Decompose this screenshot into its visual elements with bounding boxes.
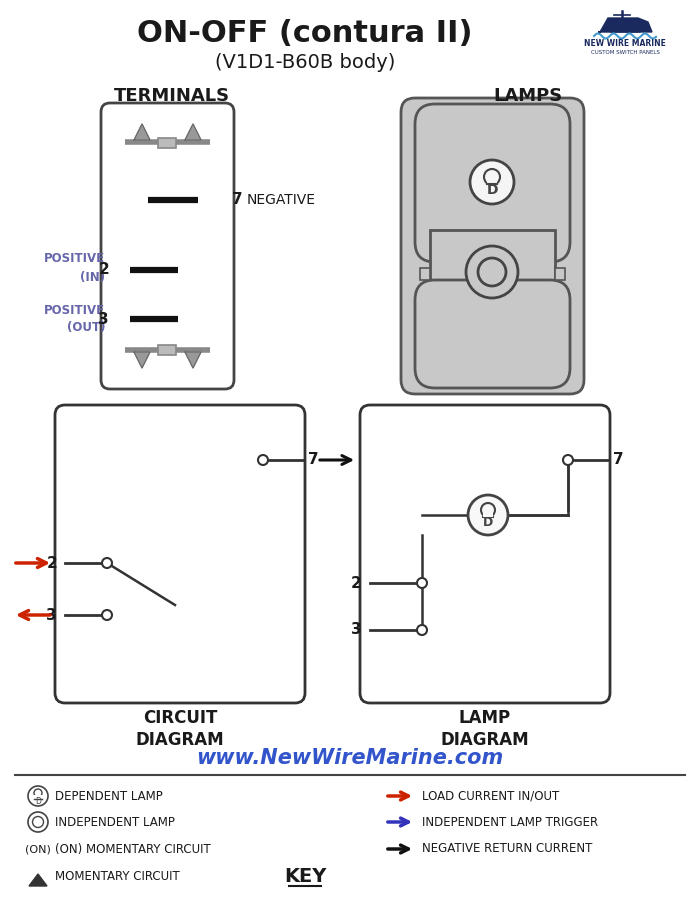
Text: D: D bbox=[483, 516, 493, 529]
Text: LAMP: LAMP bbox=[459, 709, 511, 727]
Circle shape bbox=[478, 258, 506, 286]
FancyBboxPatch shape bbox=[415, 280, 570, 388]
Text: ON-OFF (contura II): ON-OFF (contura II) bbox=[137, 18, 472, 47]
Bar bbox=[487, 176, 497, 184]
Circle shape bbox=[468, 495, 508, 535]
FancyBboxPatch shape bbox=[401, 98, 584, 394]
Text: (OUT): (OUT) bbox=[66, 322, 105, 334]
Circle shape bbox=[28, 812, 48, 832]
Text: D: D bbox=[35, 796, 41, 805]
Text: 3: 3 bbox=[351, 622, 362, 638]
Text: (ON): (ON) bbox=[25, 844, 51, 854]
FancyBboxPatch shape bbox=[415, 104, 570, 262]
FancyBboxPatch shape bbox=[360, 405, 610, 703]
Polygon shape bbox=[185, 352, 201, 368]
Circle shape bbox=[481, 503, 495, 517]
Text: (ON) MOMENTARY CIRCUIT: (ON) MOMENTARY CIRCUIT bbox=[55, 843, 211, 855]
Bar bbox=[158, 138, 176, 148]
Circle shape bbox=[563, 455, 573, 465]
Polygon shape bbox=[134, 352, 150, 368]
Polygon shape bbox=[610, 20, 640, 32]
FancyBboxPatch shape bbox=[101, 103, 234, 389]
Text: www.NewWireMarine.com: www.NewWireMarine.com bbox=[197, 748, 503, 768]
Text: (IN): (IN) bbox=[80, 271, 105, 284]
Text: 7: 7 bbox=[308, 452, 318, 467]
Text: D: D bbox=[486, 183, 498, 197]
Circle shape bbox=[34, 789, 42, 797]
Circle shape bbox=[102, 558, 112, 568]
Text: LAMPS: LAMPS bbox=[494, 87, 563, 105]
Text: 7: 7 bbox=[613, 452, 624, 467]
Circle shape bbox=[417, 625, 427, 635]
Polygon shape bbox=[598, 18, 652, 32]
Bar bbox=[420, 268, 430, 280]
Text: INDEPENDENT LAMP TRIGGER: INDEPENDENT LAMP TRIGGER bbox=[422, 815, 598, 828]
Text: NEW WIRE MARINE: NEW WIRE MARINE bbox=[584, 40, 666, 49]
Bar bbox=[483, 511, 493, 517]
Circle shape bbox=[470, 160, 514, 204]
Text: 3: 3 bbox=[46, 608, 57, 622]
Text: LOAD CURRENT IN/OUT: LOAD CURRENT IN/OUT bbox=[422, 789, 559, 803]
Text: 7: 7 bbox=[232, 192, 243, 207]
Circle shape bbox=[28, 786, 48, 806]
Text: 2: 2 bbox=[351, 575, 362, 591]
Text: CUSTOM SWITCH PANELS: CUSTOM SWITCH PANELS bbox=[591, 50, 659, 54]
Bar bbox=[34, 795, 42, 799]
Text: 2: 2 bbox=[98, 263, 109, 277]
Text: DIAGRAM: DIAGRAM bbox=[441, 731, 529, 749]
Text: NEGATIVE: NEGATIVE bbox=[247, 193, 316, 207]
Text: POSITIVE: POSITIVE bbox=[44, 304, 105, 316]
Text: POSITIVE: POSITIVE bbox=[44, 253, 105, 265]
Text: MOMENTARY CIRCUIT: MOMENTARY CIRCUIT bbox=[55, 871, 180, 883]
Text: KEY: KEY bbox=[284, 868, 326, 886]
Text: DEPENDENT LAMP: DEPENDENT LAMP bbox=[55, 789, 162, 803]
Text: 2: 2 bbox=[46, 555, 57, 571]
Text: (V1D1-B60B body): (V1D1-B60B body) bbox=[215, 53, 396, 72]
Circle shape bbox=[258, 455, 268, 465]
Text: CIRCUIT: CIRCUIT bbox=[143, 709, 217, 727]
Circle shape bbox=[102, 610, 112, 620]
Polygon shape bbox=[185, 124, 201, 140]
Circle shape bbox=[417, 578, 427, 588]
Text: INDEPENDENT LAMP: INDEPENDENT LAMP bbox=[55, 815, 175, 828]
Circle shape bbox=[32, 816, 43, 827]
Circle shape bbox=[484, 169, 500, 185]
Circle shape bbox=[466, 246, 518, 298]
FancyBboxPatch shape bbox=[55, 405, 305, 703]
Polygon shape bbox=[134, 124, 150, 140]
Polygon shape bbox=[29, 874, 47, 886]
Bar bbox=[430, 230, 555, 312]
Text: DIAGRAM: DIAGRAM bbox=[136, 731, 224, 749]
Bar bbox=[158, 345, 176, 355]
Bar bbox=[555, 268, 565, 280]
Text: TERMINALS: TERMINALS bbox=[114, 87, 230, 105]
Text: NEGATIVE RETURN CURRENT: NEGATIVE RETURN CURRENT bbox=[422, 843, 592, 855]
Text: 3: 3 bbox=[99, 312, 109, 326]
